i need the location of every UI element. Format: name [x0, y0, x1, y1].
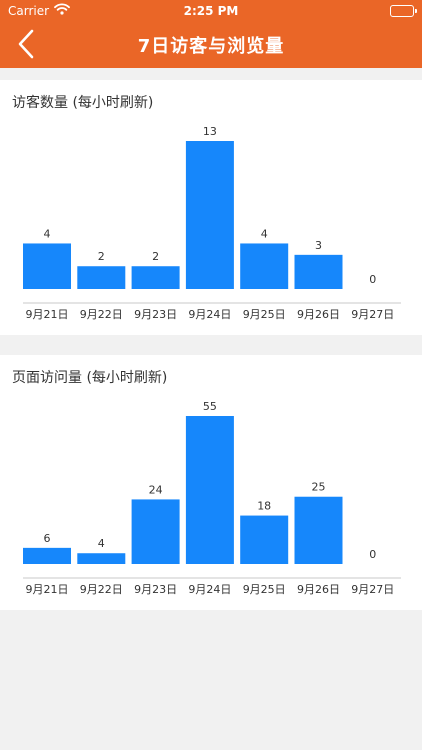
bar-3 [131, 499, 180, 564]
page-title: 7日访客与浏览量 [137, 36, 285, 57]
data-label: 3 [315, 239, 322, 252]
data-label: 25 [312, 481, 326, 494]
tick-label: 9月24日 [188, 583, 231, 596]
status-bar: Carrier 2:25 PM [0, 0, 422, 22]
tick-label: 9月22日 [80, 308, 123, 321]
bar-4 [185, 416, 234, 564]
visitors-chart-title: 访客数量 (每小时刷新) [12, 95, 154, 111]
bar-6 [294, 254, 343, 289]
tick-label: 9月23日 [134, 308, 177, 321]
data-label: 4 [261, 227, 268, 240]
bar-1 [23, 243, 71, 289]
data-label: 4 [44, 227, 51, 240]
bar-5 [240, 243, 289, 289]
bar-1 [23, 547, 71, 564]
bar-2 [77, 553, 126, 564]
visitors-card: 访客数量 (每小时刷新) 4 9月21日 2 9月22日 2 9月23日 13 9月24日 4 9… [0, 80, 422, 335]
bar-6 [294, 496, 343, 564]
data-label: 2 [98, 250, 105, 263]
pageviews-chart-title: 页面访问量 (每小时刷新) [12, 370, 168, 386]
app-header: Carrier 2:25 PM 7日访客与浏览量 [0, 0, 422, 68]
pageviews-bar-chart: 6 9月21日 4 9月22日 24 9月23日 55 9月24日 18 9月25日 25 9月26日… [23, 400, 401, 596]
visitors-bar-chart: 4 9月21日 2 9月22日 2 9月23日 13 9月24日 4 9月25日 3 9月26日 0 9月… [23, 125, 401, 321]
tick-label: 9月25日 [243, 308, 286, 321]
data-label: 24 [149, 483, 163, 496]
data-label: 6 [44, 532, 51, 545]
bar-3 [131, 266, 180, 289]
tick-label: 9月22日 [80, 583, 123, 596]
bar-5 [240, 515, 289, 564]
tick-label: 9月23日 [134, 583, 177, 596]
wifi-icon [54, 3, 70, 18]
carrier-label: Carrier [8, 4, 50, 18]
data-label: 55 [203, 400, 217, 413]
chevron-left-icon [18, 29, 34, 59]
pageviews-card: 页面访问量 (每小时刷新) 6 9月21日 4 9月22日 24 9月23日 55 9月24日… [0, 355, 422, 610]
tick-label: 9月21日 [26, 583, 69, 596]
tick-label: 9月21日 [26, 308, 69, 321]
tick-label: 9月26日 [297, 583, 340, 596]
back-button[interactable] [10, 26, 42, 62]
tick-label: 9月27日 [351, 583, 394, 596]
data-label: 0 [369, 548, 376, 561]
tick-label: 9月27日 [351, 308, 394, 321]
data-label: 4 [98, 537, 105, 550]
bar-2 [77, 266, 126, 289]
data-label: 13 [203, 125, 217, 138]
status-time: 2:25 PM [183, 4, 239, 18]
battery-icon [390, 5, 417, 17]
tick-label: 9月25日 [243, 583, 286, 596]
tick-label: 9月26日 [297, 308, 340, 321]
tick-label: 9月24日 [188, 308, 231, 321]
data-label: 0 [369, 273, 376, 286]
bar-4 [185, 141, 234, 289]
data-label: 18 [257, 500, 271, 513]
data-label: 2 [152, 250, 159, 263]
